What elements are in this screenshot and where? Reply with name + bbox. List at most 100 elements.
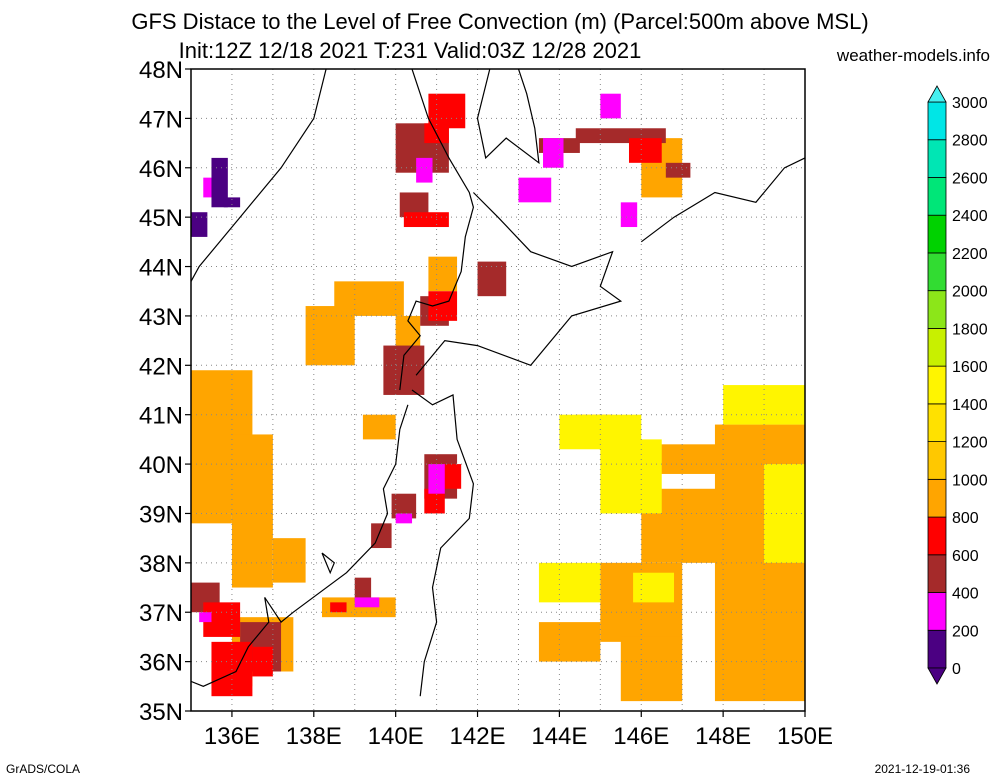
grid-lines [191, 69, 805, 711]
field-cell-level-3 [628, 138, 662, 163]
field-cell-level-7 [764, 464, 805, 563]
field-cell-level-2 [477, 261, 507, 297]
lon-label: 138E [286, 723, 342, 750]
lat-label: 46N [139, 156, 183, 183]
field-cell-level-1 [354, 597, 380, 608]
colorbar-label: 1400 [952, 397, 988, 414]
field-cell-level-1 [199, 612, 212, 623]
colorbar-segment [927, 177, 947, 216]
colorbar-segment [927, 139, 947, 178]
lon-label: 148E [695, 723, 751, 750]
lon-label: 136E [204, 723, 260, 750]
field-cell-level-0 [223, 197, 241, 208]
lat-label: 47N [139, 106, 183, 133]
coastline [640, 157, 805, 243]
colorbar-label: 2800 [952, 133, 988, 150]
field-cell-level-0 [211, 157, 228, 208]
colorbar-segment [927, 327, 947, 367]
colorbar-label: 1000 [952, 472, 988, 489]
field-cell-level-7 [538, 562, 601, 603]
lat-label: 48N [139, 57, 183, 84]
colorbar-label: 3000 [952, 95, 988, 112]
map-background [191, 69, 805, 711]
lat-label: 35N [139, 699, 183, 726]
lat-label: 36N [139, 650, 183, 677]
chart-title: GFS Distace to the Level of Free Convect… [131, 9, 869, 34]
colorbar-label: 1600 [952, 359, 988, 376]
field-cell-level-1 [395, 513, 413, 524]
coastline [415, 192, 623, 376]
colorbar-label: 2400 [952, 208, 988, 225]
field-cell-level-4 [231, 434, 273, 588]
lat-label: 41N [139, 403, 183, 430]
coastline [191, 69, 327, 282]
field-cell-level-2 [665, 162, 691, 178]
lon-label: 144E [531, 723, 587, 750]
colorbar-segment [927, 101, 947, 141]
colorbar-segment [927, 629, 947, 669]
field-cell-level-4 [362, 414, 396, 440]
colorbar-segment [927, 252, 947, 292]
colorbar-segment [927, 554, 947, 593]
lon-label: 150E [777, 723, 833, 750]
coastline-layer [191, 69, 805, 697]
coastline [321, 552, 336, 575]
lat-label: 37N [139, 600, 183, 627]
lat-label: 44N [139, 255, 183, 282]
lon-label: 142E [450, 723, 506, 750]
colorbar-segment [927, 290, 947, 329]
footer-timestamp: 2021-12-19-01:36 [874, 762, 970, 776]
lat-label: 40N [139, 452, 183, 479]
field-cell-level-3 [428, 93, 466, 129]
colorbar-top-arrow [927, 85, 947, 103]
colorbar-segment [927, 592, 947, 631]
field-cell-level-0 [191, 212, 208, 237]
site-label: weather-models.info [836, 46, 990, 65]
field-cell-level-1 [600, 93, 621, 119]
field-cell-level-4 [428, 256, 458, 292]
colorbar-label: 2200 [952, 246, 988, 263]
colorbar-label: 600 [952, 548, 979, 565]
lat-label: 42N [139, 353, 183, 380]
field-cell-level-7 [600, 439, 662, 514]
field-cell-level-1 [543, 138, 564, 168]
coastline [191, 404, 409, 687]
colorbar: 0 200 400 600 800 1000 1200 1400 1600 1800 2000 220… [927, 85, 988, 685]
lat-label: 43N [139, 304, 183, 331]
colorbar-bottom-arrow [927, 667, 947, 685]
field-cell-level-1 [620, 202, 638, 228]
colorbar-label: 1200 [952, 435, 988, 452]
field-cell-level-1 [428, 464, 445, 494]
colorbar-label: 2600 [952, 170, 988, 187]
longitude-labels: 136E 138E 140E 142E 144E 146E 148E 150E [204, 711, 833, 750]
map-frame [190, 68, 806, 712]
coastline [476, 69, 540, 165]
coastline [399, 69, 475, 391]
field-cell-level-2 [383, 345, 425, 395]
field-cell-level-4 [191, 513, 232, 524]
field-cell-level-2 [354, 577, 372, 603]
latitude-labels: 35N 36N 37N 38N 39N 40N 41N 42N 43N 44N 45N 46N 47N 4… [139, 57, 191, 726]
field-cell-level-1 [518, 177, 552, 203]
field-cell-level-3 [252, 646, 273, 677]
colorbar-segment [927, 365, 947, 405]
colorbar-segment [927, 214, 947, 254]
field-cell-level-7 [633, 572, 675, 603]
footer-credit: GrADS/COLA [6, 762, 81, 776]
field-cell-level-4 [538, 622, 601, 662]
field-cell-level-1 [416, 157, 433, 183]
lat-label: 38N [139, 551, 183, 578]
lon-label: 140E [368, 723, 424, 750]
colorbar-label: 0 [952, 661, 961, 678]
field-cell-level-4 [620, 636, 683, 702]
lon-label: 146E [613, 723, 669, 750]
lat-label: 45N [139, 205, 183, 232]
field-cell-level-3 [403, 212, 449, 228]
colorbar-segment [927, 441, 947, 480]
colorbar-segment [927, 478, 947, 518]
field-cell-level-3 [330, 602, 347, 613]
colorbar-label: 400 [952, 586, 979, 603]
lat-label: 39N [139, 501, 183, 528]
chart-subtitle: Init:12Z 12/18 2021 T:231 Valid:03Z 12/2… [178, 38, 642, 63]
